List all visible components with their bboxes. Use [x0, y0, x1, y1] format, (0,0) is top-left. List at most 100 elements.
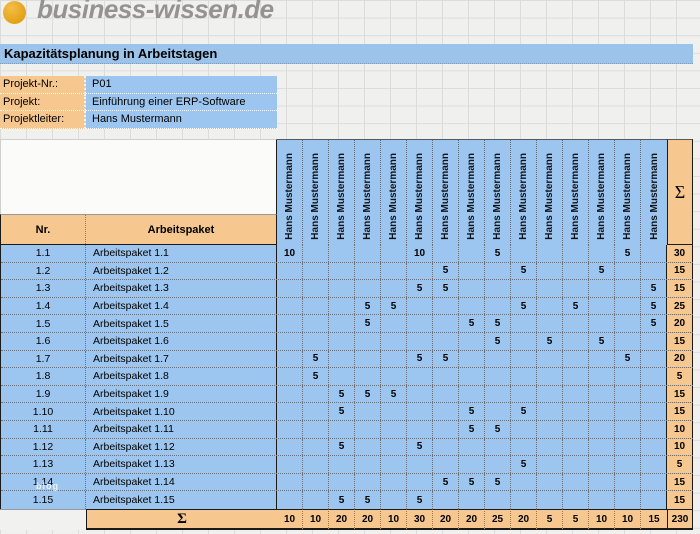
work-package-cell[interactable]: Arbeitspaket 1.10	[86, 403, 277, 420]
person-column-header[interactable]: Hans Mustermann	[277, 140, 303, 245]
column-sum-cell[interactable]: 20	[433, 509, 459, 530]
row-sum-cell[interactable]: 25	[667, 297, 693, 315]
row-sum-cell[interactable]: 30	[667, 245, 693, 262]
capacity-cell[interactable]	[641, 491, 667, 509]
capacity-cell[interactable]	[615, 315, 641, 332]
work-package-cell[interactable]: Arbeitspaket 1.11	[86, 420, 277, 438]
column-sum-cell[interactable]: 20	[355, 509, 381, 530]
capacity-cell[interactable]	[563, 473, 589, 491]
capacity-cell[interactable]	[303, 491, 329, 509]
capacity-cell[interactable]	[459, 280, 485, 297]
capacity-cell[interactable]: 5	[589, 262, 615, 280]
capacity-cell[interactable]: 5	[433, 262, 459, 280]
capacity-cell[interactable]	[537, 473, 563, 491]
capacity-cell[interactable]: 5	[485, 420, 511, 438]
capacity-cell[interactable]	[355, 350, 381, 368]
capacity-cell[interactable]	[381, 438, 407, 456]
capacity-cell[interactable]	[433, 368, 459, 385]
person-column-header[interactable]: Hans Mustermann	[485, 140, 511, 245]
work-package-cell[interactable]: Arbeitspaket 1.9	[86, 385, 277, 403]
capacity-cell[interactable]	[589, 245, 615, 262]
capacity-cell[interactable]	[641, 332, 667, 350]
capacity-cell[interactable]	[563, 420, 589, 438]
capacity-cell[interactable]	[381, 350, 407, 368]
capacity-cell[interactable]	[433, 491, 459, 509]
row-sum-cell[interactable]: 15	[667, 280, 693, 297]
capacity-cell[interactable]	[433, 297, 459, 315]
capacity-cell[interactable]	[303, 332, 329, 350]
person-column-header[interactable]: Hans Mustermann	[433, 140, 459, 245]
capacity-cell[interactable]	[277, 491, 303, 509]
capacity-cell[interactable]	[537, 245, 563, 262]
capacity-cell[interactable]	[459, 332, 485, 350]
capacity-cell[interactable]: 5	[329, 385, 355, 403]
capacity-cell[interactable]: 5	[641, 280, 667, 297]
person-column-header[interactable]: Hans Mustermann	[615, 140, 641, 245]
capacity-cell[interactable]	[407, 297, 433, 315]
capacity-cell[interactable]	[329, 262, 355, 280]
capacity-cell[interactable]	[511, 332, 537, 350]
work-package-cell[interactable]: Arbeitspaket 1.4	[86, 297, 277, 315]
capacity-cell[interactable]	[277, 262, 303, 280]
capacity-cell[interactable]	[485, 280, 511, 297]
capacity-cell[interactable]	[433, 403, 459, 420]
capacity-cell[interactable]: 5	[537, 332, 563, 350]
capacity-cell[interactable]	[563, 315, 589, 332]
capacity-cell[interactable]	[277, 280, 303, 297]
capacity-cell[interactable]	[641, 368, 667, 385]
capacity-cell[interactable]	[511, 473, 537, 491]
capacity-cell[interactable]	[641, 473, 667, 491]
capacity-cell[interactable]	[615, 332, 641, 350]
capacity-cell[interactable]	[433, 456, 459, 473]
capacity-cell[interactable]	[589, 297, 615, 315]
capacity-cell[interactable]	[615, 262, 641, 280]
row-sum-cell[interactable]: 15	[667, 385, 693, 403]
capacity-cell[interactable]	[277, 350, 303, 368]
person-column-header[interactable]: Hans Mustermann	[329, 140, 355, 245]
capacity-cell[interactable]	[329, 315, 355, 332]
capacity-cell[interactable]	[407, 368, 433, 385]
person-column-header[interactable]: Hans Mustermann	[381, 140, 407, 245]
capacity-cell[interactable]: 5	[485, 473, 511, 491]
person-column-header[interactable]: Hans Mustermann	[563, 140, 589, 245]
capacity-cell[interactable]	[381, 245, 407, 262]
capacity-cell[interactable]	[459, 385, 485, 403]
capacity-cell[interactable]: 5	[511, 456, 537, 473]
capacity-cell[interactable]	[433, 385, 459, 403]
capacity-cell[interactable]: 5	[459, 473, 485, 491]
capacity-cell[interactable]	[407, 403, 433, 420]
capacity-cell[interactable]	[329, 297, 355, 315]
capacity-cell[interactable]	[485, 368, 511, 385]
project-leader-value[interactable]: Hans Mustermann	[86, 111, 277, 129]
work-package-cell[interactable]: Arbeitspaket 1.14	[86, 473, 277, 491]
capacity-cell[interactable]	[589, 438, 615, 456]
column-sum-cell[interactable]: 5	[537, 509, 563, 530]
capacity-cell[interactable]	[563, 280, 589, 297]
capacity-cell[interactable]: 5	[485, 245, 511, 262]
capacity-cell[interactable]	[433, 420, 459, 438]
capacity-cell[interactable]	[511, 350, 537, 368]
column-sum-cell[interactable]: 20	[329, 509, 355, 530]
capacity-cell[interactable]: 5	[407, 280, 433, 297]
row-number-cell[interactable]: 1.7	[1, 350, 86, 368]
work-package-cell[interactable]: Arbeitspaket 1.15	[86, 491, 277, 509]
capacity-cell[interactable]: 5	[641, 315, 667, 332]
capacity-cell[interactable]: 5	[303, 350, 329, 368]
capacity-cell[interactable]	[459, 350, 485, 368]
column-sum-cell[interactable]: 25	[485, 509, 511, 530]
capacity-cell[interactable]	[511, 420, 537, 438]
capacity-cell[interactable]	[615, 473, 641, 491]
capacity-cell[interactable]	[563, 491, 589, 509]
capacity-cell[interactable]	[329, 420, 355, 438]
row-sum-column-header[interactable]: Σ	[667, 139, 693, 245]
capacity-cell[interactable]: 5	[615, 245, 641, 262]
capacity-cell[interactable]	[511, 280, 537, 297]
person-column-header[interactable]: Hans Mustermann	[641, 140, 667, 245]
row-number-cell[interactable]: 1.9	[1, 385, 86, 403]
row-number-cell[interactable]: 1.11	[1, 420, 86, 438]
capacity-cell[interactable]: 5	[407, 438, 433, 456]
capacity-cell[interactable]	[407, 332, 433, 350]
capacity-cell[interactable]	[459, 245, 485, 262]
capacity-cell[interactable]: 5	[485, 315, 511, 332]
column-sum-cell[interactable]: 10	[277, 509, 303, 530]
